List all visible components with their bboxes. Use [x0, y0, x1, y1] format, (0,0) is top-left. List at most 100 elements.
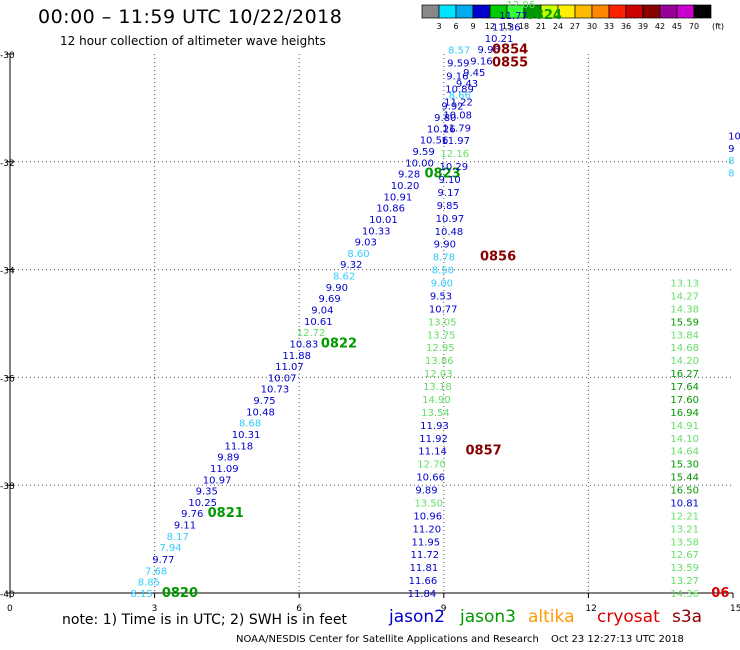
wave-height-label: 9.53 — [430, 291, 452, 302]
wave-height-label: 9.77 — [152, 555, 174, 566]
scale-label: 18 — [519, 22, 529, 31]
wave-height-label: 11.18 — [224, 441, 253, 452]
wave-height-label: 16.94 — [670, 408, 699, 419]
wave-height-label: 13.54 — [421, 408, 450, 419]
pass-time-label: 0856 — [480, 250, 516, 265]
wave-height-label: 8.57 — [448, 46, 470, 57]
scale-unit: (ft) — [712, 22, 724, 31]
wave-height-label: 10.86 — [376, 204, 405, 215]
y-tick-label: -40 — [0, 590, 15, 600]
wave-height-label: 13.58 — [670, 537, 699, 548]
wave-height-label: 9.96 — [478, 45, 500, 56]
wave-height-label: 12.95 — [426, 343, 455, 354]
wave-height-label: 12.03 — [424, 369, 453, 380]
scale-swatch — [608, 4, 627, 19]
x-tick-label: 12 — [585, 604, 596, 614]
wave-height-label: 10.25 — [188, 498, 217, 509]
wave-height-label: 14.10 — [670, 434, 699, 445]
wave-height-label: 11.95 — [412, 537, 441, 548]
wave-height-label: 12.21 — [670, 511, 699, 522]
wave-height-label: 12.70 — [417, 460, 446, 471]
wave-height-label: 13.59 — [670, 563, 699, 574]
wave-height-label: 10.31 — [232, 430, 261, 441]
wave-height-label: 10.61 — [304, 317, 333, 328]
wave-height-label: 8.66 — [449, 90, 471, 101]
color-scale: 3 6 9 12 15 18 21 24 27 30 33 36 39 42 45 70 (ft) — [421, 4, 724, 31]
scale-swatch — [472, 4, 491, 19]
scale-swatch — [642, 4, 661, 19]
wave-height-label: 10.91 — [384, 192, 413, 203]
y-tick-label: -36 — [0, 374, 15, 384]
wave-height-label: 14.90 — [422, 395, 451, 406]
pass-time-label: 0854 — [492, 43, 528, 58]
wave-height-label: 17.64 — [670, 382, 699, 393]
wave-height-label: 9.85 — [437, 201, 459, 212]
scale-swatch — [455, 4, 474, 19]
wave-height-label: 14.20 — [670, 356, 699, 367]
wave-height-label: 13.75 — [427, 330, 456, 341]
wave-height-label: 9.90 — [434, 240, 456, 251]
wave-height-label: 10.26 — [427, 124, 456, 135]
credit-line: NOAA/NESDIS Center for Satellite Applica… — [236, 634, 539, 645]
chart-grid — [10, 54, 733, 593]
legend-jason3: jason3 — [460, 607, 516, 627]
wave-height-label: 11.93 — [420, 421, 449, 432]
scale-label: 36 — [621, 22, 631, 31]
scale-label: 3 — [436, 22, 441, 31]
wave-height-label: 9.11 — [174, 521, 196, 532]
wave-height-label: 8.78 — [433, 253, 455, 264]
scale-label: 24 — [553, 22, 563, 31]
wave-height-label: 11.07 — [275, 362, 304, 373]
wave-height-label: 15.59 — [670, 317, 699, 328]
wave-height-label: 13.05 — [428, 317, 457, 328]
pass-time-label: 0822 — [321, 336, 357, 351]
wave-height-label: 11.97 — [441, 136, 470, 147]
wave-height-label: 12.72 — [297, 328, 326, 339]
scale-swatch — [676, 4, 695, 19]
wave-height-label: 11.81 — [410, 563, 439, 574]
scale-label: 12 — [485, 22, 495, 31]
wave-height-label: 8 — [728, 156, 734, 167]
scale-label: 42 — [655, 22, 665, 31]
wave-height-label: 10.77 — [429, 304, 458, 315]
scale-swatch — [421, 4, 440, 19]
wave-height-label: 10.01 — [369, 215, 398, 226]
wave-height-label: 10 — [728, 131, 740, 142]
wave-height-label: 9.17 — [438, 188, 460, 199]
pass-time-label: 0820 — [162, 586, 198, 601]
wave-height-label: 10.73 — [261, 385, 290, 396]
pass-time-label: 0824 — [526, 8, 562, 23]
wave-height-label: 14.36 — [670, 589, 699, 600]
scale-label: 70 — [689, 22, 699, 31]
wave-height-label: 9.45 — [463, 68, 485, 79]
scale-label: 27 — [570, 22, 580, 31]
wave-height-label: 15.30 — [670, 460, 699, 471]
scale-swatch — [625, 4, 644, 19]
scale-swatch — [438, 4, 457, 19]
x-tick-label: 6 — [296, 604, 302, 614]
wave-height-label: 13.21 — [670, 524, 699, 535]
scale-label: 15 — [502, 22, 512, 31]
y-tick-label: -34 — [0, 267, 15, 277]
wave-height-label: 9.28 — [398, 170, 420, 181]
wave-height-label: 10.97 — [203, 475, 232, 486]
wave-height-label: 11.09 — [210, 464, 239, 475]
y-tick-label: -38 — [0, 482, 15, 492]
wave-height-label: 14.27 — [670, 291, 699, 302]
scale-label: 45 — [672, 22, 682, 31]
wave-height-label: 16.50 — [670, 486, 699, 497]
wave-height-label: 10.81 — [670, 498, 699, 509]
wave-height-label: 11.92 — [419, 434, 448, 445]
wave-height-label: 10.56 — [420, 136, 449, 147]
wave-height-label: 8.15 — [131, 589, 153, 600]
pass-time-label: 0855 — [492, 56, 528, 71]
pass-time-label: 0857 — [465, 444, 501, 459]
x-tick-label: 0 — [7, 604, 13, 614]
wave-height-label: 9.03 — [355, 238, 377, 249]
wave-height-label: 17.60 — [670, 395, 699, 406]
x-tick-label: 3 — [152, 604, 158, 614]
x-tick-label: 9 — [441, 604, 447, 614]
wave-height-label: 10.20 — [391, 181, 420, 192]
